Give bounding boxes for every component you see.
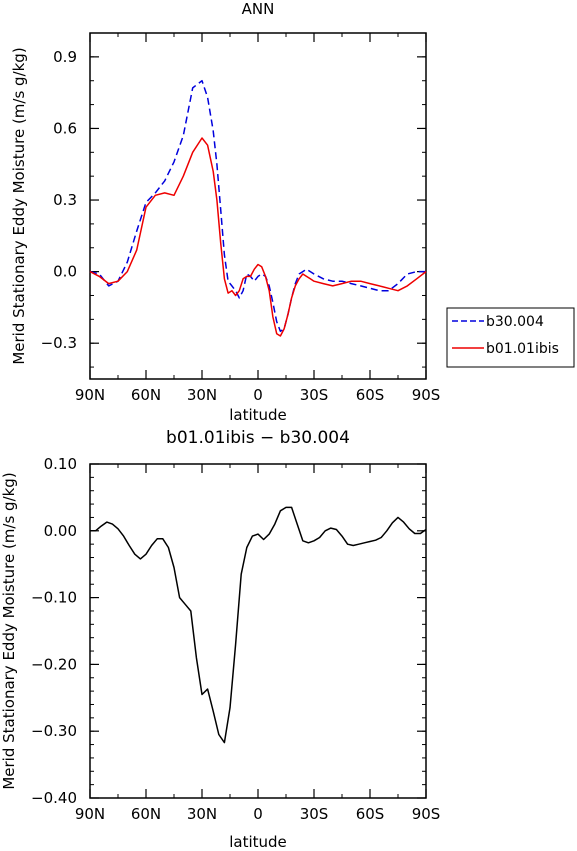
top-x-axis-label: latitude <box>229 406 287 424</box>
legend-box <box>446 307 575 368</box>
y-tick-label: 0.3 <box>53 191 77 209</box>
bottom-panel: b01.01ibis − b30.004 0.10 0.00 −0.10 −0.20 −… <box>0 428 440 851</box>
bottom-x-tick-labels: 90N 60N 30N 0 30S 60S 90S <box>75 805 440 823</box>
bottom-series-lines <box>90 506 427 744</box>
legend-label-b30-004: b30.004 <box>486 314 544 330</box>
top-y-tick-labels: −0.3 0.0 0.3 0.6 0.9 <box>41 48 77 352</box>
x-tick-label: 30S <box>300 386 329 404</box>
bottom-tick-marks <box>89 463 427 799</box>
bottom-plot-frame <box>89 463 427 799</box>
series-line-b01-01ibis <box>89 137 427 337</box>
top-panel: ANN −0.3 0.0 0.3 0.6 0.9 90N 60N 30N 0 30S 60S 90S… <box>10 0 575 424</box>
y-tick-label: −0.30 <box>31 722 77 740</box>
y-tick-label: −0.3 <box>41 334 77 352</box>
x-tick-label: 90S <box>412 805 441 823</box>
y-tick-label: 0.00 <box>44 522 77 540</box>
bottom-y-axis-label: Merid Stationary Eddy Moisture (m/s g/kg… <box>0 472 18 789</box>
legend: b30.004 b01.01ibis <box>446 307 575 368</box>
y-tick-label: 0.10 <box>44 455 77 473</box>
y-tick-label: −0.10 <box>31 589 77 607</box>
x-tick-label: 30N <box>187 805 217 823</box>
x-tick-label: 60S <box>356 386 385 404</box>
legend-label-b01-01ibis: b01.01ibis <box>486 341 559 357</box>
x-tick-label: 60N <box>131 805 161 823</box>
y-tick-label: 0.9 <box>53 48 77 66</box>
x-tick-label: 60S <box>356 805 385 823</box>
x-tick-label: 90N <box>75 805 105 823</box>
top-series-lines <box>89 79 427 337</box>
bottom-y-tick-labels: 0.10 0.00 −0.10 −0.20 −0.30 −0.40 <box>31 455 77 807</box>
top-x-tick-labels: 90N 60N 30N 0 30S 60S 90S <box>75 386 440 404</box>
x-tick-label: 30S <box>300 805 329 823</box>
y-tick-label: −0.40 <box>31 789 77 807</box>
top-chart-title: ANN <box>242 0 275 18</box>
x-tick-label: 90N <box>75 386 105 404</box>
bottom-chart-title: b01.01ibis − b30.004 <box>166 428 350 448</box>
top-plot-frame <box>89 32 427 380</box>
series-line-difference <box>90 506 427 744</box>
top-y-axis-label: Merid Stationary Eddy Moisture (m/s g/kg… <box>10 47 28 364</box>
x-tick-label: 90S <box>412 386 441 404</box>
x-tick-label: 0 <box>253 386 263 404</box>
y-tick-label: −0.20 <box>31 655 77 673</box>
x-tick-label: 60N <box>131 386 161 404</box>
y-tick-label: 0.6 <box>53 119 77 137</box>
x-tick-label: 0 <box>253 805 263 823</box>
y-tick-label: 0.0 <box>53 263 77 281</box>
x-tick-label: 30N <box>187 386 217 404</box>
top-tick-marks <box>89 32 427 379</box>
bottom-x-axis-label: latitude <box>229 833 287 851</box>
series-line-b30-004 <box>89 79 426 333</box>
